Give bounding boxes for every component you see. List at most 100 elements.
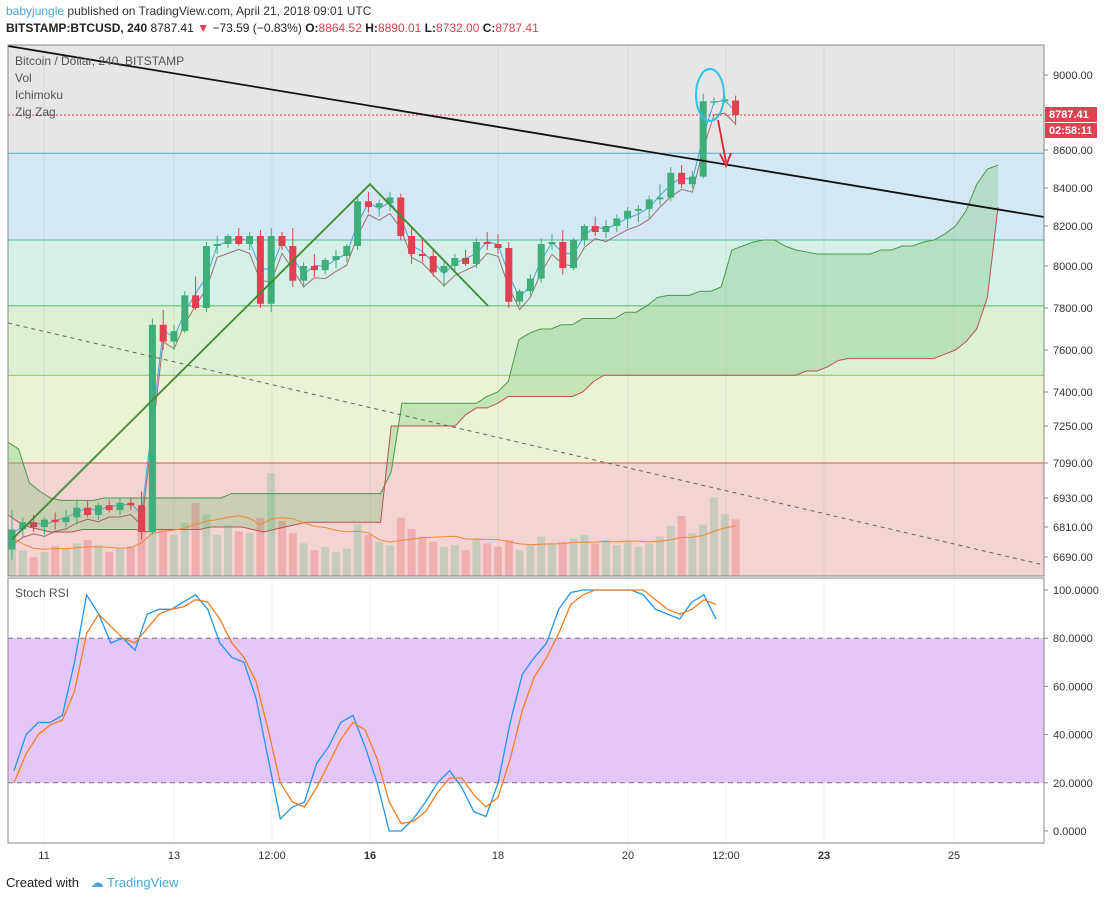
close-value: 8787.41 bbox=[495, 21, 539, 35]
volume-bar bbox=[656, 536, 664, 576]
candle-body bbox=[375, 203, 383, 207]
volume-bar bbox=[602, 540, 610, 576]
volume-bar bbox=[40, 552, 49, 576]
candle-body bbox=[386, 197, 394, 204]
volume-bar bbox=[450, 545, 459, 576]
volume-bar bbox=[51, 546, 60, 576]
y-tick-label: 8200.00 bbox=[1053, 221, 1093, 233]
arrow-head bbox=[719, 152, 732, 169]
zone-band bbox=[8, 153, 1044, 240]
candle-body bbox=[202, 246, 210, 308]
volume-bar bbox=[461, 550, 470, 576]
open-label: O: bbox=[305, 21, 319, 35]
volume-bar bbox=[472, 538, 481, 576]
volume-bar bbox=[267, 473, 276, 576]
volume-bar bbox=[645, 543, 654, 576]
candle-body bbox=[310, 266, 318, 271]
volume-bar bbox=[191, 503, 200, 576]
volume-bar bbox=[386, 545, 394, 576]
y-tick-label: 8400.00 bbox=[1053, 183, 1093, 195]
y-tick-label: 7090.00 bbox=[1053, 458, 1093, 470]
candle-body bbox=[246, 236, 254, 244]
volume-bar bbox=[666, 526, 675, 576]
countdown-text: 02:58:11 bbox=[1049, 125, 1092, 137]
candle-body bbox=[181, 295, 189, 332]
last-price: 8787.41 bbox=[150, 21, 194, 35]
low-value: 8732.00 bbox=[436, 21, 480, 35]
volume-bar bbox=[213, 534, 222, 576]
rsi-y-tick-label: 100.0000 bbox=[1053, 585, 1099, 597]
price-pane-border bbox=[7, 44, 1045, 577]
high-value: 8890.01 bbox=[377, 21, 422, 35]
x-tick-label: 12:00 bbox=[712, 850, 740, 862]
candle-body bbox=[429, 256, 437, 273]
zone-band bbox=[8, 463, 1044, 576]
y-tick-label: 7250.00 bbox=[1053, 421, 1093, 433]
volume-bar bbox=[202, 514, 211, 576]
volume-bar bbox=[483, 543, 492, 576]
legend-zigzag: Zig Zag bbox=[15, 105, 56, 119]
volume-bar bbox=[526, 545, 535, 576]
tradingview-link[interactable]: TradingView bbox=[107, 875, 179, 890]
candle-body bbox=[483, 242, 491, 244]
candle-body bbox=[94, 505, 102, 515]
rsi-pane-border bbox=[7, 577, 1045, 844]
volume-bar bbox=[170, 534, 178, 576]
volume-bar bbox=[29, 557, 38, 576]
open-value: 8864.52 bbox=[318, 21, 362, 35]
rsi-y-tick-label: 0.0000 bbox=[1053, 826, 1087, 838]
candle-body bbox=[472, 242, 480, 264]
close-label: C: bbox=[482, 21, 496, 35]
candle-body bbox=[321, 260, 329, 271]
volume-bar bbox=[558, 541, 567, 576]
volume-bar bbox=[310, 550, 319, 576]
candle-body bbox=[354, 201, 362, 246]
volume-bar bbox=[364, 534, 373, 576]
price-tag: 8787.41 02:58:11 bbox=[1045, 107, 1097, 138]
legend-vol: Vol bbox=[15, 71, 32, 85]
candle-body bbox=[451, 258, 459, 266]
candle-body bbox=[170, 331, 178, 342]
volume-bar bbox=[407, 528, 416, 576]
legend-symbol: Bitcoin / Dollar, 240, BITSTAMP bbox=[15, 54, 184, 68]
publish-header: babyjungle published on TradingView.com,… bbox=[6, 4, 371, 18]
senkou-b-line bbox=[7, 206, 999, 533]
volume-bar bbox=[720, 514, 729, 576]
volume-bar bbox=[375, 541, 384, 576]
candle-body bbox=[634, 208, 642, 211]
candle-body bbox=[537, 244, 545, 279]
volume-bar bbox=[515, 550, 524, 576]
volume-bar bbox=[612, 545, 621, 576]
rsi-y-tick-label: 40.0000 bbox=[1053, 730, 1093, 742]
candle-body bbox=[343, 246, 351, 256]
candle-body bbox=[300, 266, 308, 281]
rsi-y-tick-label: 60.0000 bbox=[1053, 681, 1093, 693]
volume-bar bbox=[677, 516, 686, 576]
candle-body bbox=[688, 176, 696, 185]
candle-body bbox=[73, 507, 81, 518]
candle-body bbox=[138, 505, 146, 532]
x-tick-label: 11 bbox=[38, 850, 49, 862]
candle-body bbox=[591, 226, 599, 232]
highlight-ellipse bbox=[695, 68, 725, 122]
volume-bar bbox=[699, 524, 708, 576]
volume-bar bbox=[688, 533, 697, 576]
volume-bar bbox=[137, 507, 146, 576]
volume-bar bbox=[494, 546, 502, 576]
volume-bar bbox=[418, 536, 427, 576]
y-tick-label: 6810.00 bbox=[1053, 522, 1093, 534]
candle-body bbox=[462, 258, 470, 264]
candle-body bbox=[235, 236, 243, 244]
volume-bar bbox=[94, 545, 103, 576]
x-tick-label: 23 bbox=[818, 850, 830, 862]
candle-body bbox=[526, 278, 534, 292]
dashed-trend-line bbox=[7, 322, 1045, 566]
candle-body bbox=[699, 101, 707, 177]
candle-body bbox=[732, 100, 740, 115]
price-change: −73.59 (−0.83%) bbox=[212, 21, 302, 35]
kijun-line bbox=[11, 112, 736, 546]
senkou-a-line bbox=[7, 164, 999, 501]
author-link[interactable]: babyjungle bbox=[6, 4, 65, 18]
candle-body bbox=[613, 218, 621, 226]
